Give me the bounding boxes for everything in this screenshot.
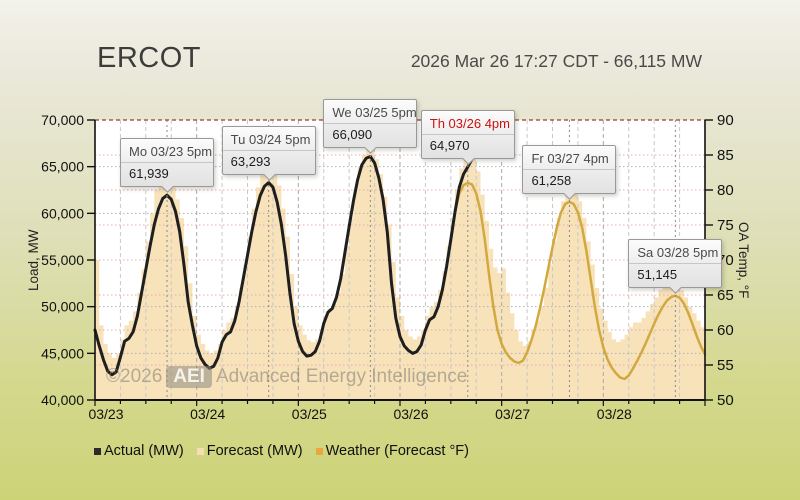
aei-logo: AEI bbox=[166, 366, 212, 388]
legend-label: Weather (Forecast °F) bbox=[325, 443, 469, 459]
left-tick-label: 45,000 bbox=[41, 345, 84, 361]
left-axis-title: Load, MW bbox=[26, 229, 41, 291]
left-tick-label: 65,000 bbox=[41, 159, 84, 175]
x-tick-label: 03/25 bbox=[292, 406, 327, 422]
x-tick-label: 03/26 bbox=[393, 406, 428, 422]
page-title: ERCOT bbox=[97, 42, 201, 74]
peak-annotation: We 03/25 5pm 66,090 bbox=[323, 99, 418, 155]
left-tick-label: 55,000 bbox=[41, 252, 84, 268]
legend-swatch-icon bbox=[94, 447, 101, 455]
right-tick-label: 80 bbox=[717, 182, 734, 199]
peak-annotation: Sa 03/28 5pm 51,145 bbox=[628, 238, 723, 294]
annotation-title: Tu 03/24 5pm bbox=[230, 131, 311, 147]
annotation-title: Fr 03/27 4pm bbox=[531, 150, 609, 166]
legend-swatch-icon bbox=[315, 447, 323, 455]
right-tick-label: 90 bbox=[717, 112, 734, 129]
x-tick-label: 03/23 bbox=[88, 406, 123, 422]
legend-label: Actual (MW) bbox=[104, 443, 184, 459]
annotation-title: We 03/25 5pm bbox=[332, 105, 417, 121]
right-tick-label: 50 bbox=[717, 392, 734, 409]
legend-label: Forecast (MW) bbox=[206, 443, 303, 459]
annotation-value: 61,939 bbox=[121, 162, 213, 186]
left-tick-label: 40,000 bbox=[41, 392, 84, 408]
right-tick-label: 75 bbox=[717, 217, 734, 234]
annotation-title: Sa 03/28 5pm bbox=[637, 244, 719, 260]
right-tick-label: 55 bbox=[717, 357, 734, 374]
left-tick-label: 70,000 bbox=[41, 112, 84, 128]
x-tick-label: 03/24 bbox=[190, 406, 225, 422]
left-tick-label: 60,000 bbox=[41, 205, 84, 221]
peak-annotation: Mo 03/23 5pm 61,939 bbox=[120, 138, 214, 194]
watermark: ©2026 AEI Advanced Energy Intelligence bbox=[106, 366, 467, 388]
right-tick-label: 85 bbox=[717, 147, 734, 164]
watermark-name: Advanced Energy Intelligence bbox=[215, 366, 468, 387]
peak-annotation: Tu 03/24 5pm 63,293 bbox=[221, 125, 316, 181]
right-tick-label: 65 bbox=[717, 287, 734, 304]
annotation-value: 66,090 bbox=[324, 123, 417, 147]
annotation-title: Mo 03/23 5pm bbox=[129, 144, 213, 160]
right-axis-title: OA Temp, °F bbox=[736, 221, 751, 299]
annotation-value: 51,145 bbox=[629, 262, 722, 287]
annotation-value: 63,293 bbox=[222, 149, 315, 174]
legend-item[interactable]: Forecast (MW) bbox=[196, 443, 303, 459]
legend: Actual (MW) Forecast (MW) Weather (Forecas… bbox=[94, 443, 469, 459]
legend-item[interactable]: Actual (MW) bbox=[94, 443, 184, 459]
annotation-value: 64,970 bbox=[421, 133, 514, 158]
annotation-value: 61,258 bbox=[523, 168, 616, 193]
left-tick-label: 50,000 bbox=[41, 299, 84, 315]
legend-swatch-icon bbox=[196, 447, 204, 455]
legend-item[interactable]: Weather (Forecast °F) bbox=[315, 443, 469, 459]
x-tick-label: 03/28 bbox=[597, 406, 632, 422]
peak-annotation: Th 03/26 4pm 64,970 bbox=[420, 109, 515, 165]
actual-line bbox=[93, 154, 476, 377]
current-timestamp: 2026 Mar 26 17:27 CDT - 66,115 MW bbox=[410, 51, 702, 71]
annotation-title: Th 03/26 4pm bbox=[429, 115, 510, 131]
watermark-copyright: ©2026 bbox=[106, 366, 163, 387]
x-tick-label: 03/27 bbox=[495, 406, 530, 422]
right-tick-label: 60 bbox=[717, 322, 734, 339]
peak-annotation: Fr 03/27 4pm 61,258 bbox=[522, 144, 617, 200]
